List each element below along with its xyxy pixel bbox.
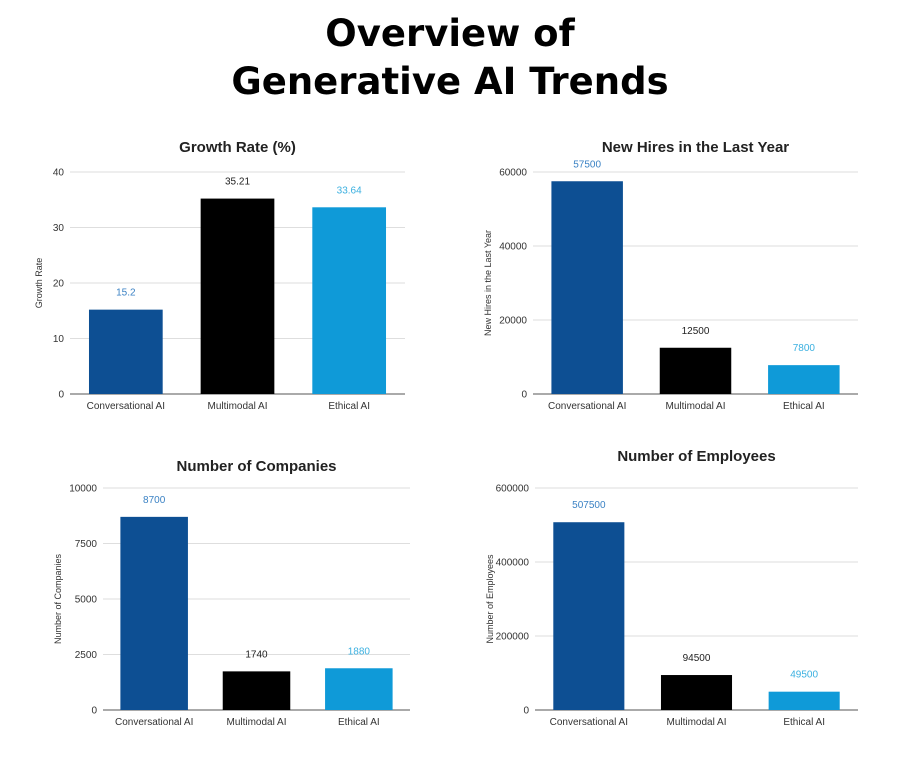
data-label-ethical-ai: 33.64 — [337, 185, 362, 196]
x-tick-label: Ethical AI — [783, 401, 825, 412]
data-label-multimodal-ai: 12500 — [682, 326, 710, 337]
bar-conversational-ai — [551, 181, 623, 394]
x-tick-label: Ethical AI — [338, 717, 380, 728]
y-axis-label: Number of Employees — [485, 554, 495, 644]
bar-conversational-ai — [120, 516, 188, 710]
x-tick-label: Ethical AI — [783, 717, 825, 728]
data-label-conversational-ai: 57500 — [573, 159, 601, 170]
chart-growth-rate: Growth Rate (%) 0 10 20 30 40 Growth Rate 15.2 C… — [30, 126, 420, 426]
y-tick-label: 30 — [53, 223, 65, 234]
y-axis-label: Growth Rate — [34, 258, 44, 309]
data-label-conversational-ai: 507500 — [572, 500, 606, 511]
page-title-line-1: Overview of — [325, 12, 575, 55]
bar-conversational-ai — [88, 309, 163, 394]
chart-growth-rate-svg: Growth Rate (%) 0 10 20 30 40 Growth Rate 15.2 C… — [34, 139, 405, 412]
y-tick-label: 60000 — [499, 168, 527, 179]
x-tick-label: Multimodal AI — [207, 401, 267, 412]
chart-number-of-employees: Number of Employees 0 200000 400000 600000 Nu… — [468, 435, 868, 740]
y-tick-label: 7500 — [75, 539, 98, 550]
chart-new-hires-svg: New Hires in the Last Year 0 20000 40000 600… — [483, 139, 858, 412]
x-tick-label: Multimodal AI — [665, 401, 725, 412]
data-label-ethical-ai: 7800 — [793, 343, 816, 354]
bar-multimodal-ai — [222, 671, 291, 710]
page-title: Overview of Generative AI Trends — [0, 10, 900, 106]
y-tick-label: 400000 — [496, 558, 530, 569]
x-tick-label: Conversational AI — [87, 401, 165, 412]
y-tick-label: 10 — [53, 334, 65, 345]
chart-number-of-companies-svg: Number of Companies 0 2500 5000 7500 10000 Num… — [53, 458, 410, 728]
bar-multimodal-ai — [200, 198, 275, 394]
data-label-conversational-ai: 8700 — [143, 495, 166, 506]
y-tick-label: 40000 — [499, 242, 527, 253]
bar-ethical-ai — [325, 668, 393, 710]
y-tick-label: 0 — [58, 390, 64, 401]
chart-title: New Hires in the Last Year — [602, 139, 789, 156]
y-tick-label: 600000 — [496, 484, 530, 495]
y-tick-label: 200000 — [496, 632, 530, 643]
chart-title: Growth Rate (%) — [179, 139, 296, 156]
data-label-multimodal-ai: 35.21 — [225, 177, 250, 188]
y-tick-label: 40 — [53, 168, 65, 179]
data-label-multimodal-ai: 94500 — [683, 653, 711, 664]
bar-ethical-ai — [768, 365, 840, 394]
x-tick-label: Conversational AI — [550, 717, 628, 728]
y-tick-label: 0 — [521, 390, 527, 401]
chart-title: Number of Companies — [176, 458, 336, 475]
chart-number-of-employees-svg: Number of Employees 0 200000 400000 600000 Nu… — [485, 448, 858, 728]
chart-title: Number of Employees — [617, 448, 775, 465]
y-tick-label: 20 — [53, 279, 65, 290]
chart-new-hires: New Hires in the Last Year 0 20000 40000 600… — [468, 126, 868, 426]
page-title-line-2: Generative AI Trends — [231, 60, 669, 103]
bar-multimodal-ai — [659, 347, 732, 394]
y-tick-label: 0 — [523, 706, 529, 717]
bar-ethical-ai — [312, 207, 387, 394]
bar-ethical-ai — [768, 691, 840, 710]
y-tick-label: 20000 — [499, 316, 527, 327]
y-axis-label: Number of Companies — [53, 553, 63, 644]
x-tick-label: Ethical AI — [328, 401, 370, 412]
y-tick-label: 2500 — [75, 650, 98, 661]
bar-conversational-ai — [553, 522, 625, 710]
y-tick-label: 5000 — [75, 595, 98, 606]
y-axis-label: New Hires in the Last Year — [483, 230, 493, 336]
data-label-conversational-ai: 15.2 — [116, 288, 136, 299]
x-tick-label: Conversational AI — [548, 401, 626, 412]
data-label-ethical-ai: 1880 — [348, 646, 371, 657]
x-tick-label: Multimodal AI — [666, 717, 726, 728]
data-label-multimodal-ai: 1740 — [245, 649, 268, 660]
bar-multimodal-ai — [660, 675, 733, 710]
data-label-ethical-ai: 49500 — [790, 670, 818, 681]
x-tick-label: Multimodal AI — [226, 717, 286, 728]
chart-number-of-companies: Number of Companies 0 2500 5000 7500 10000 Num… — [30, 445, 420, 745]
y-tick-label: 0 — [91, 706, 97, 717]
y-tick-label: 10000 — [69, 484, 97, 495]
x-tick-label: Conversational AI — [115, 717, 193, 728]
